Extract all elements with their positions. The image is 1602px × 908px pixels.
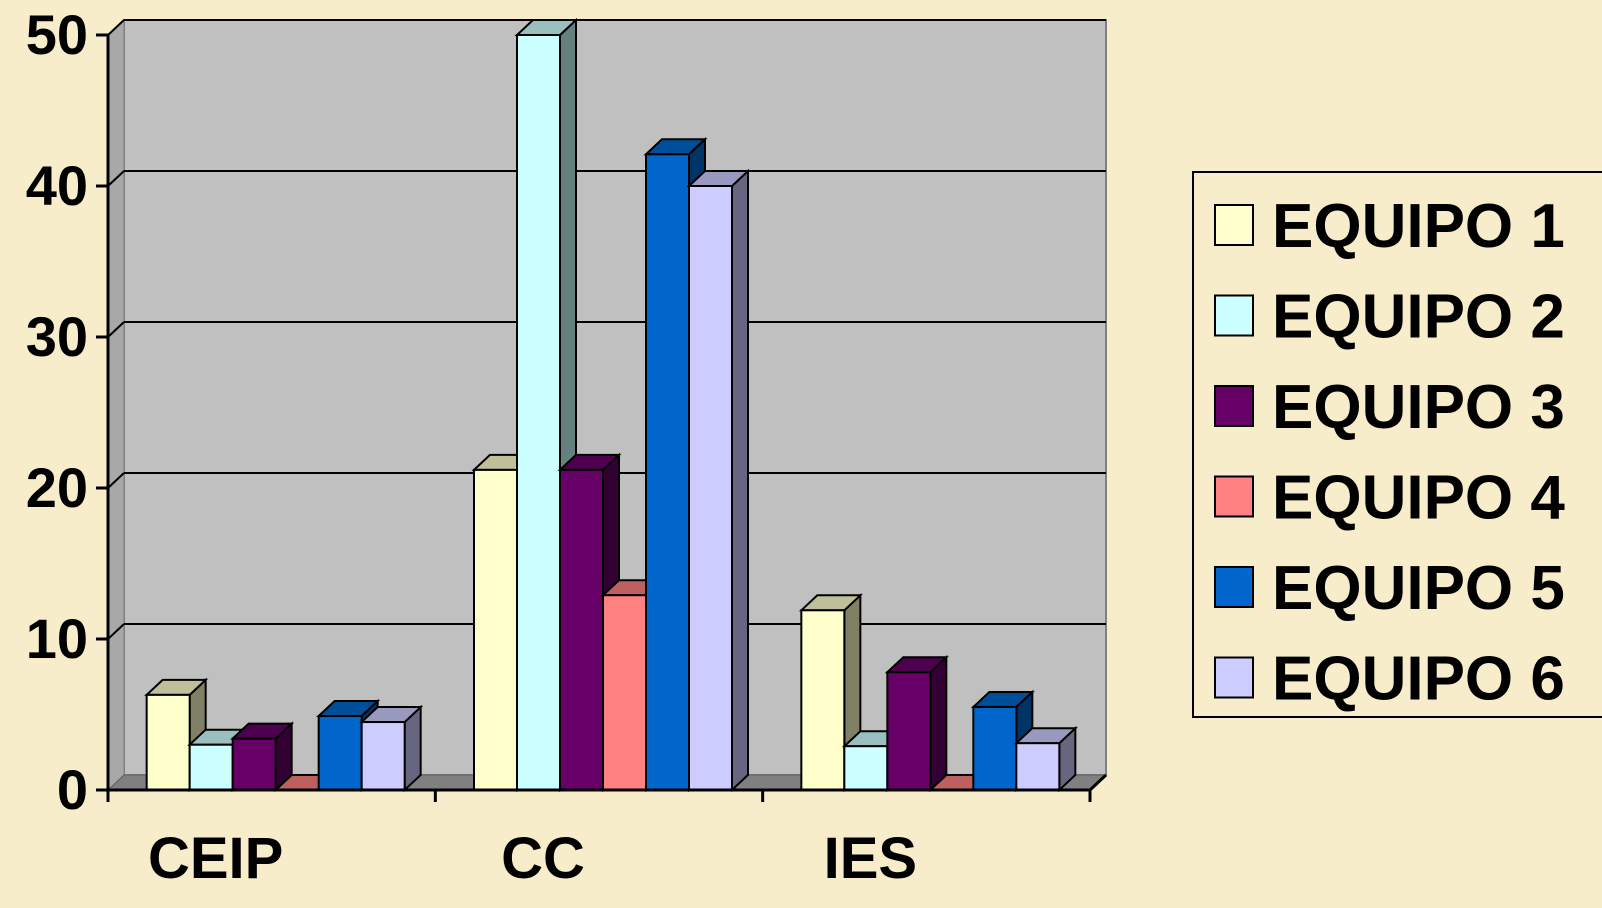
x-axis-tick-labels: CEIP CC IES — [148, 826, 917, 891]
legend-swatch — [1214, 294, 1254, 337]
legend-swatch — [1214, 656, 1254, 699]
bar-side — [731, 168, 749, 793]
x-axis-end — [1088, 773, 1108, 792]
legend-swatch — [1214, 385, 1254, 427]
bar-front — [473, 468, 518, 791]
axes — [96, 33, 1108, 802]
bars — [144, 17, 1078, 793]
legend-swatch — [1214, 566, 1254, 608]
bar-front — [688, 185, 733, 791]
legend-box — [1192, 171, 1602, 718]
bar-front — [645, 153, 690, 792]
bar-ceip-equipo-1 — [144, 677, 209, 793]
legend-item-4: EQUIPO 4 — [1214, 464, 1565, 533]
legend-label: EQUIPO 1 — [1272, 192, 1565, 261]
legend-item-1: EQUIPO 1 — [1214, 192, 1565, 261]
y-axis-tick-labels: 0 10 20 30 40 50 — [26, 3, 88, 821]
legend-label: EQUIPO 5 — [1272, 554, 1565, 623]
legend-swatch — [1214, 204, 1254, 246]
x-tick-label: CEIP — [148, 826, 283, 891]
bar-cc-equipo-6 — [686, 168, 751, 793]
bar-ies-equipo-3 — [884, 654, 949, 793]
y-tick-label: 40 — [26, 154, 88, 217]
plot-side-wall — [107, 18, 125, 792]
y-tick-label: 50 — [26, 3, 88, 66]
bar-front — [516, 34, 561, 791]
legend-swatch — [1214, 475, 1254, 518]
bar-front — [188, 743, 234, 792]
bar-front — [559, 468, 604, 791]
gridline-side — [107, 623, 125, 640]
y-tick-label: 0 — [57, 758, 88, 821]
bar-front — [843, 745, 889, 792]
bar-front — [317, 715, 363, 792]
bar-front — [1015, 742, 1061, 792]
bar-front — [145, 693, 191, 791]
bar-ceip-equipo-3 — [230, 721, 295, 793]
legend-label: EQUIPO 3 — [1272, 373, 1565, 442]
gridline-side — [107, 19, 125, 36]
legend: EQUIPO 1 EQUIPO 2 EQUIPO 3 EQUIPO 4 EQUIPO 5… — [1192, 171, 1602, 718]
legend-item-6: EQUIPO 6 — [1214, 645, 1565, 714]
gridline-side — [107, 170, 125, 187]
legend-label: EQUIPO 4 — [1272, 464, 1565, 533]
x-tick-label: IES — [824, 826, 918, 891]
bar-front — [360, 721, 406, 791]
x-tick-label: CC — [501, 826, 585, 891]
y-tick-label: 10 — [26, 607, 88, 670]
bar-front — [886, 671, 932, 791]
bar-front — [231, 737, 277, 791]
legend-item-2: EQUIPO 2 — [1214, 283, 1565, 352]
gridline-side — [107, 472, 125, 489]
gridline-side — [107, 321, 125, 338]
bar-ceip-equipo-6 — [359, 704, 424, 793]
y-tick-label: 20 — [26, 456, 88, 519]
bar-front — [800, 609, 846, 791]
bar-ies-equipo-6 — [1013, 725, 1078, 793]
legend-item-5: EQUIPO 5 — [1214, 554, 1565, 623]
bar-front — [602, 594, 647, 792]
bar-front — [972, 705, 1018, 792]
y-tick-label: 30 — [26, 305, 88, 368]
legend-label: EQUIPO 2 — [1272, 283, 1565, 352]
legend-label: EQUIPO 6 — [1272, 645, 1565, 714]
legend-item-3: EQUIPO 3 — [1214, 373, 1565, 442]
bar-side — [929, 654, 948, 793]
